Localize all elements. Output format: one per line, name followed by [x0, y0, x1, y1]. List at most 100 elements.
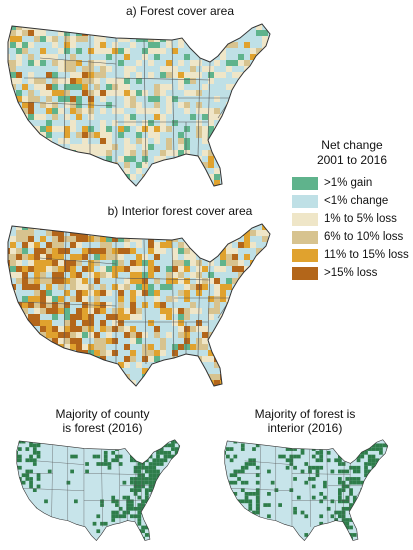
county-cell [390, 436, 394, 440]
county-cell [326, 458, 331, 463]
county-cell [115, 514, 119, 519]
county-cell [136, 260, 142, 266]
county-cell [154, 138, 160, 144]
county-cell [268, 186, 274, 192]
county-cell [46, 132, 52, 138]
county-cell [70, 66, 76, 72]
county-cell [106, 78, 112, 84]
county-cell [311, 439, 316, 444]
county-cell [341, 510, 346, 515]
county-cell [375, 443, 380, 448]
county-cell [184, 254, 190, 260]
county-cell [338, 521, 342, 526]
county-cell [144, 499, 149, 504]
county-cell [22, 144, 28, 150]
county-cell [142, 368, 148, 374]
county-cell [88, 90, 94, 96]
county-cell [18, 465, 22, 470]
county-cell [40, 344, 46, 350]
county-cell [278, 503, 282, 507]
county-cell [10, 24, 16, 30]
county-cell [233, 469, 238, 474]
county-cell [166, 72, 172, 78]
county-cell [10, 380, 16, 386]
county-cell [82, 392, 88, 398]
county-cell [222, 544, 226, 548]
county-cell [28, 260, 34, 266]
county-cell [238, 242, 244, 248]
county-cell [82, 320, 88, 326]
county-cell [106, 54, 112, 60]
county-cell [154, 266, 160, 272]
county-cell [154, 296, 160, 302]
county-cell [130, 42, 136, 48]
county-cell [256, 296, 262, 302]
county-cell [100, 162, 106, 168]
county-cell [238, 392, 244, 398]
county-cell [22, 242, 28, 248]
county-cell [28, 102, 34, 108]
county-cell [46, 186, 52, 192]
state-boundary [207, 261, 211, 341]
county-cell [141, 443, 145, 448]
county-cell [94, 72, 100, 78]
county-cell [124, 78, 130, 84]
legend-item-loss-6-10: 6% to 10% loss [292, 228, 412, 246]
county-cell [352, 510, 357, 515]
county-cell [76, 132, 82, 138]
county-cell [229, 529, 234, 534]
county-cell [394, 436, 398, 440]
county-cell [94, 344, 100, 350]
county-cell [137, 518, 142, 522]
county-cell [244, 356, 250, 362]
county-cell [250, 374, 256, 380]
county-cell [220, 36, 226, 42]
county-cell [232, 120, 238, 126]
county-cell [182, 541, 186, 545]
county-cell [52, 386, 58, 392]
county-cell [190, 42, 196, 48]
county-cell [274, 18, 280, 24]
county-cell [341, 514, 346, 519]
county-cell [142, 48, 148, 54]
county-cell [52, 308, 58, 314]
county-cell [190, 224, 196, 230]
county-cell [232, 356, 238, 362]
county-cell [280, 386, 286, 392]
county-cell [111, 525, 116, 530]
county-cell [156, 514, 160, 519]
county-cell [379, 469, 383, 474]
county-cell [274, 30, 280, 36]
county-cell [163, 510, 168, 515]
county-cell [166, 18, 172, 24]
county-cell [58, 362, 64, 368]
county-cell [123, 544, 127, 548]
county-cell [232, 144, 238, 150]
county-cell [82, 78, 88, 84]
county-cell [64, 326, 70, 332]
county-cell [379, 518, 383, 522]
county-cell [64, 320, 70, 326]
county-cell [252, 458, 256, 463]
county-cell [52, 362, 58, 368]
county-cell [262, 338, 268, 344]
county-cell [100, 224, 106, 230]
county-cell [52, 230, 58, 236]
county-cell [40, 362, 46, 368]
county-cell [82, 314, 88, 320]
county-cell [46, 174, 52, 180]
county-cell [182, 477, 186, 481]
county-cell [8, 260, 10, 266]
county-cell [364, 465, 368, 470]
county-cell [220, 138, 226, 144]
county-cell [262, 84, 268, 90]
county-cell [220, 380, 226, 386]
county-cell [268, 174, 270, 180]
county-cell [115, 458, 119, 463]
county-cell [250, 308, 256, 314]
county-cell [220, 386, 226, 392]
county-cell [226, 518, 230, 522]
county-cell [394, 481, 398, 485]
state-boundary [39, 257, 117, 265]
county-cell [144, 439, 149, 440]
